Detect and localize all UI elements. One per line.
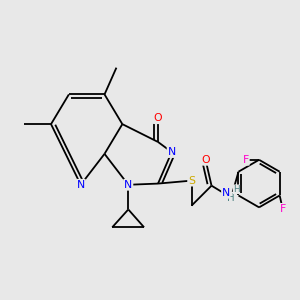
Text: H: H <box>227 193 235 202</box>
Text: N: N <box>76 180 85 190</box>
Text: O: O <box>154 113 162 123</box>
Text: N: N <box>168 147 176 157</box>
Text: F: F <box>243 155 249 165</box>
Text: S: S <box>188 176 195 186</box>
Text: H: H <box>233 185 240 194</box>
Text: F: F <box>280 204 286 214</box>
Text: N: N <box>124 180 132 190</box>
Text: O: O <box>201 155 210 165</box>
Text: N: N <box>222 188 230 198</box>
